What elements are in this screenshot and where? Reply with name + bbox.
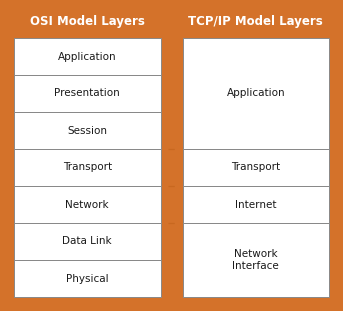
Bar <box>182 223 329 297</box>
Text: Application: Application <box>226 89 285 99</box>
FancyBboxPatch shape <box>174 5 338 306</box>
Text: Physical: Physical <box>66 273 109 284</box>
Text: Internet: Internet <box>235 199 276 210</box>
Text: Transport: Transport <box>231 163 280 173</box>
Bar <box>14 260 161 297</box>
Text: Data Link: Data Link <box>62 236 112 247</box>
Bar <box>182 149 329 186</box>
Text: OSI Model Layers: OSI Model Layers <box>30 16 145 29</box>
Text: Network
Interface: Network Interface <box>232 249 279 271</box>
Text: Session: Session <box>67 126 107 136</box>
Bar <box>182 186 329 223</box>
Bar <box>182 38 329 149</box>
Text: Application: Application <box>58 52 117 62</box>
Bar <box>14 112 161 149</box>
Bar <box>14 149 161 186</box>
Text: Presentation: Presentation <box>55 89 120 99</box>
Text: Transport: Transport <box>63 163 112 173</box>
Bar <box>14 38 161 75</box>
Bar <box>14 186 161 223</box>
Text: Network: Network <box>66 199 109 210</box>
Text: TCP/IP Model Layers: TCP/IP Model Layers <box>188 16 323 29</box>
Bar <box>14 223 161 260</box>
FancyBboxPatch shape <box>5 5 169 306</box>
Bar <box>14 75 161 112</box>
